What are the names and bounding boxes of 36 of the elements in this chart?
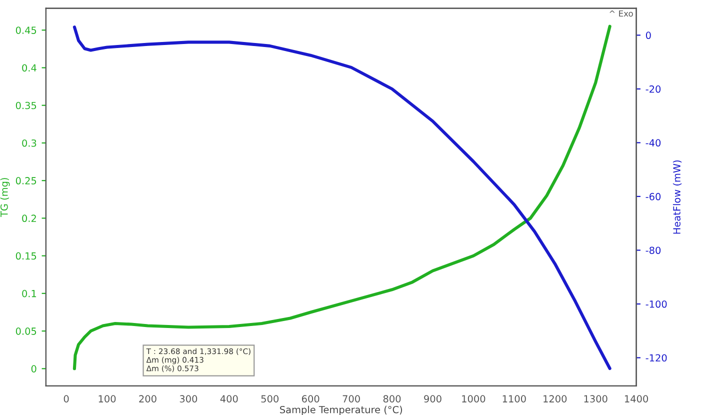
y-tick-label: 0.45	[16, 26, 36, 34]
x-tick-label: 100	[98, 395, 116, 403]
y-tick-label: 0.15	[16, 252, 36, 260]
y2-tick-label: -40	[646, 139, 661, 147]
x-tick-label: 900	[424, 395, 442, 403]
y-tick-label: 0.3	[22, 139, 36, 147]
y2-tick-label: -80	[646, 246, 661, 254]
annotation: ^ Exo	[610, 10, 633, 17]
x-tick-label: 200	[139, 395, 156, 403]
y-tick-label: 0.05	[16, 328, 36, 335]
x-tick-label: 600	[302, 395, 320, 403]
x-tick-label: 400	[220, 395, 238, 403]
y-tick-label: 0.25	[16, 177, 36, 184]
y-tick-label: 0	[31, 365, 36, 372]
x-tick-label: 300	[180, 395, 198, 403]
y-tick-label: 0.4	[22, 64, 36, 72]
x-tick-label: 0	[64, 395, 69, 403]
x-tick-label: 500	[261, 395, 279, 403]
y-tick-label: 0.35	[16, 102, 36, 110]
x-tick-label: 1200	[544, 395, 567, 403]
y2-tick-label: -120	[646, 354, 667, 362]
y2-tick-label: -20	[646, 85, 661, 93]
x-axis-title: Sample Temperature (°C)	[280, 406, 402, 415]
y2-axis-title: HeatFlow (mW)	[672, 160, 682, 234]
y-tick-label: 0.2	[22, 214, 36, 222]
x-tick-label: 1400	[624, 395, 648, 403]
x-tick-label: 700	[342, 395, 360, 403]
y-tick-label: 0.1	[22, 290, 36, 298]
y2-tick-label: -60	[646, 192, 661, 200]
y2-tick-label: -100	[646, 300, 667, 308]
x-tick-label: 1000	[462, 395, 486, 403]
x-tick-label: 1300	[584, 395, 608, 403]
y2-tick-label: 0	[646, 32, 651, 40]
x-tick-label: 1100	[502, 395, 526, 403]
x-tick-label: 800	[383, 395, 401, 403]
y-axis-title: TG (mg)	[0, 178, 10, 218]
